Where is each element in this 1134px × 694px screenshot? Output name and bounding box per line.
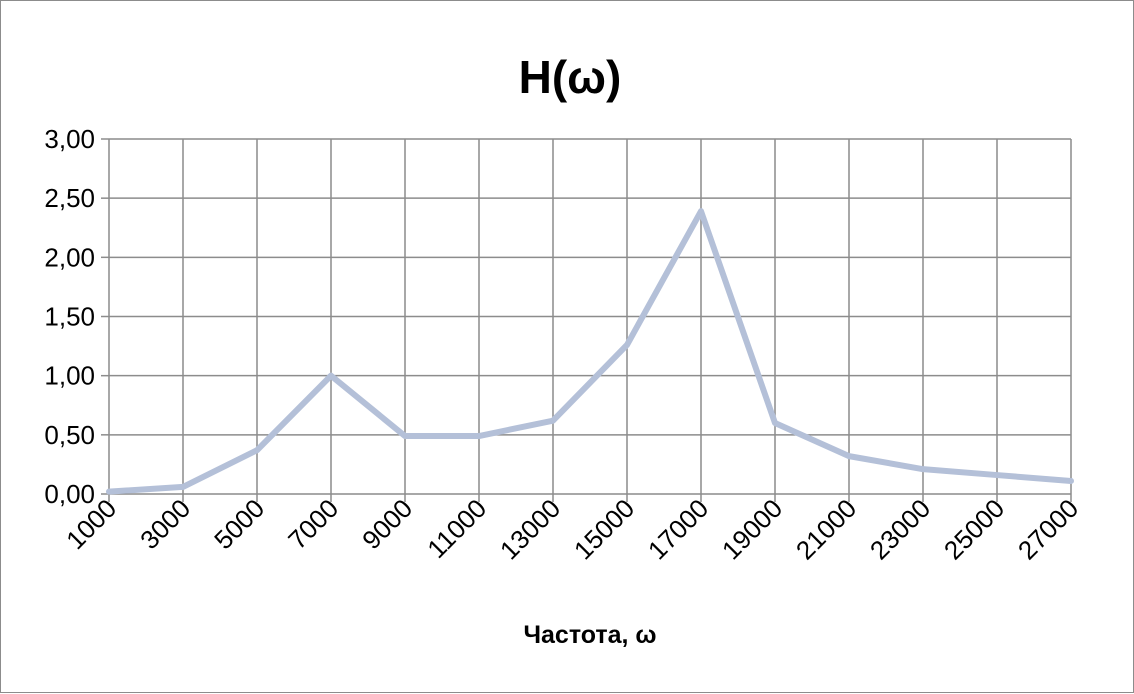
y-axis-ticks: 0,00 0,50 1,00 1,50 2,00 2,50 3,00 — [44, 124, 95, 509]
x-tick-label: 11000 — [421, 493, 492, 564]
x-tick-label: 3000 — [134, 493, 196, 555]
x-tick-label: 19000 — [716, 493, 788, 565]
series-line — [106, 208, 1074, 495]
data-point — [772, 420, 778, 426]
x-tick-label: 9000 — [356, 493, 418, 555]
data-point — [698, 208, 704, 214]
x-axis-title: Частота, ω — [523, 621, 656, 649]
data-point — [994, 472, 1000, 478]
y-tick-label: 0,50 — [44, 420, 95, 450]
x-tick-label: 17000 — [642, 493, 714, 565]
y-tick-label: 3,00 — [44, 124, 95, 154]
x-tick-label: 25000 — [938, 493, 1010, 565]
x-tick-label: 15000 — [568, 493, 640, 565]
data-point — [1068, 478, 1074, 484]
y-tick-label: 1,00 — [44, 361, 95, 391]
grid-lines — [101, 138, 1072, 502]
y-tick-label: 0,00 — [44, 479, 95, 509]
data-point — [328, 373, 334, 379]
y-tick-label: 2,50 — [44, 183, 95, 213]
x-tick-label: 5000 — [208, 493, 270, 555]
x-tick-label: 7000 — [282, 493, 344, 555]
y-tick-label: 2,00 — [44, 242, 95, 272]
x-tick-label: 13000 — [494, 493, 566, 565]
data-point — [476, 433, 482, 439]
x-tick-label: 27000 — [1012, 493, 1084, 565]
series-layer — [106, 208, 1074, 495]
x-tick-label: 21000 — [790, 493, 862, 565]
y-tick-label: 1,50 — [44, 302, 95, 332]
data-point — [180, 484, 186, 490]
data-point — [254, 447, 260, 453]
data-point — [846, 453, 852, 459]
x-tick-label: 23000 — [864, 493, 936, 565]
x-axis-ticks: 1000 3000 5000 7000 9000 11000 13000 15000 17000… — [60, 493, 1084, 565]
data-point — [402, 433, 408, 439]
data-point — [624, 342, 630, 348]
data-point — [106, 489, 112, 495]
chart-title: H(ω) — [519, 51, 622, 103]
data-point — [920, 466, 926, 472]
data-point — [550, 418, 556, 424]
